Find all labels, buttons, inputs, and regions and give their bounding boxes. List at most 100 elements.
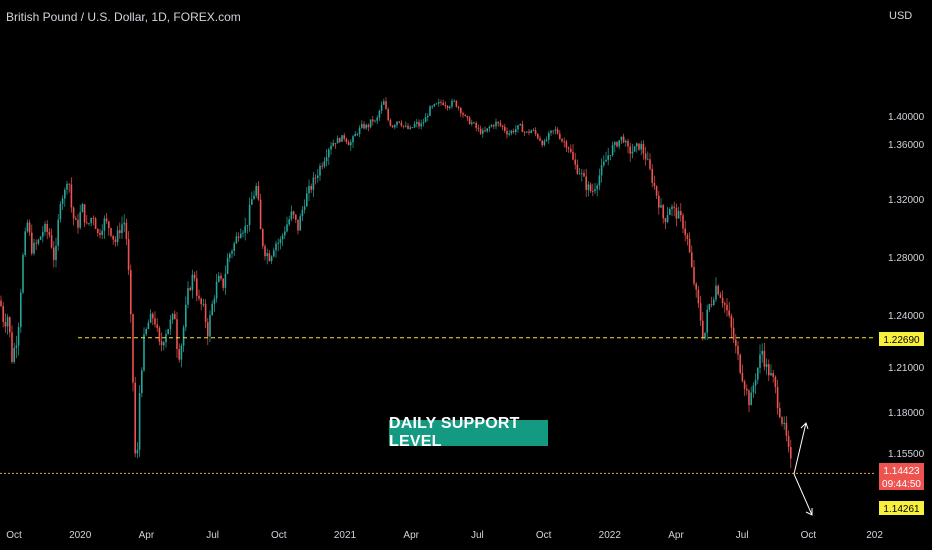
candle-body [763,350,766,367]
candle-body [55,245,57,260]
x-tick-label: Jul [736,530,749,541]
candle-body [33,242,35,254]
x-tick-label: Apr [139,530,155,541]
candle-body [653,182,656,187]
candle-body [556,129,559,134]
candle-body [358,127,361,134]
candle-body [160,341,163,346]
candle-body [449,106,451,109]
candle-body [242,232,244,234]
candle-body [193,274,196,279]
candle-body [662,205,664,219]
x-axis: Oct 2020 Apr Jul Oct 2021 Apr Jul Oct 2022 Apr Jul O… [6,530,883,541]
candle-body [2,306,4,323]
candle-body [132,314,134,383]
candle-body [552,130,554,132]
x-tick-label: Jul [206,530,219,541]
candle-body [339,138,341,142]
candle-body [713,299,715,305]
candle-body [702,320,704,339]
candle-body [743,381,746,389]
candle-body [739,354,741,373]
candle-body [398,121,400,123]
candle-body [167,329,169,335]
candle-body [400,122,403,126]
candle-body [754,379,757,386]
candle-body [655,186,658,196]
candle-body [578,173,581,175]
candle-body [671,206,673,210]
candle-body [336,138,339,144]
candle-body [83,204,86,223]
candle-body [319,165,321,176]
candle-body [44,223,46,232]
candle-body [506,130,508,135]
candle-body [174,313,176,320]
candle-body [504,126,506,131]
candle-body [545,139,548,141]
candle-body [325,157,328,162]
candle-body [116,230,119,243]
candle-body [543,140,546,146]
candle-body [583,173,585,177]
candle-body [596,185,598,190]
candle-body [224,273,227,288]
candle-body [620,136,623,141]
candle-body [114,239,117,243]
support-annotation[interactable]: DAILY SUPPORT LEVEL [389,415,548,450]
candle-body [706,309,708,333]
candle-body [394,125,396,128]
candle-body [163,342,165,346]
support-price-badge: 1.14261 [879,501,924,515]
candle-body [341,135,343,142]
candle-body [523,132,526,133]
candle-body [143,334,145,371]
candle-body [189,288,191,291]
candle-body [86,222,88,224]
x-tick-label: 2021 [334,530,357,541]
candle-body [548,132,550,140]
candle-body [519,124,521,126]
x-tick-label: 202 [866,530,883,541]
candle-body [37,239,40,244]
candle-body [697,289,700,304]
candle-body [28,222,31,233]
candle-body [517,125,519,130]
candle-body [719,294,722,298]
candle-body [290,211,293,220]
candle-body [488,126,491,129]
candle-body [658,195,660,208]
candle-body [631,151,634,154]
candle-body [233,243,235,251]
candle-body [704,332,706,339]
candle-body [345,138,348,142]
x-tick-label: Oct [271,530,287,541]
candle-body [574,159,576,165]
candle-body [490,125,493,127]
candle-body [343,135,345,139]
candle-body [374,120,376,122]
candle-body [367,124,370,128]
candle-body [158,327,161,342]
candle-body [418,122,420,127]
candle-body [156,324,158,328]
candle-body [88,223,90,225]
candle-body [728,310,730,316]
candle-body [730,315,733,328]
candle-body [350,142,352,146]
candle-body [451,100,453,107]
candle-body [354,133,356,137]
candle-body [26,222,29,232]
candle-body [20,292,22,328]
candle-body [123,222,125,225]
candle-body [77,219,79,228]
candle-body [191,274,194,291]
candle-body [633,146,636,152]
candle-body [149,313,152,323]
candle-body [101,230,103,235]
candle-body [220,275,222,279]
y-tick-label: 1.15500 [888,449,925,460]
y-axis: 1.40000 1.36000 1.32000 1.28000 1.24000 1.210… [888,112,925,460]
candle-body [200,298,202,305]
